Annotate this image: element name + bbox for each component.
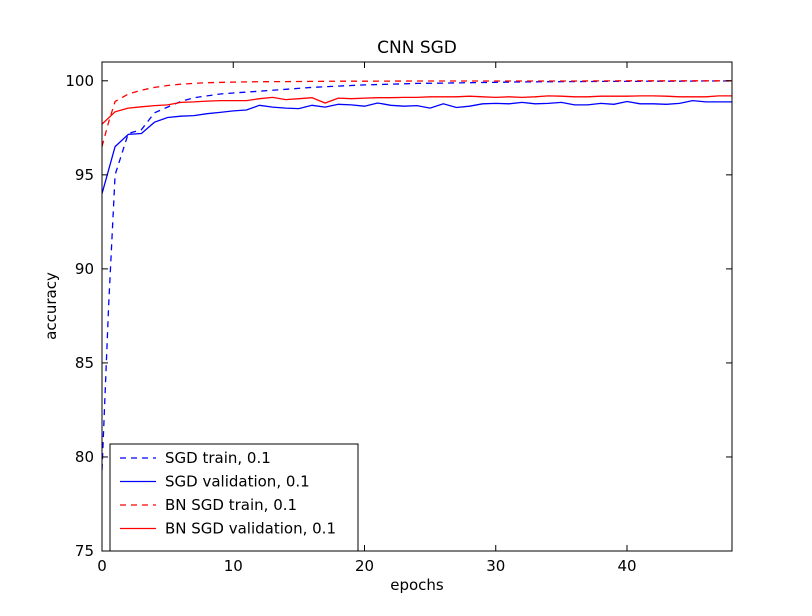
y-tick-label: 85 xyxy=(75,354,94,372)
y-axis-label: accuracy xyxy=(42,272,60,340)
series-line-1 xyxy=(102,80,732,471)
x-tick-label: 30 xyxy=(486,557,505,575)
legend-box xyxy=(109,443,359,552)
x-tick-label: 40 xyxy=(617,557,636,575)
series-line-3 xyxy=(102,80,732,147)
x-tick-label: 20 xyxy=(355,557,374,575)
series-line-4 xyxy=(102,95,732,125)
x-tick-label: 10 xyxy=(224,557,243,575)
legend-label: SGD validation, 0.1 xyxy=(165,473,310,491)
plot-area xyxy=(102,80,732,471)
y-tick-label: 100 xyxy=(65,72,94,90)
legend: SGD train, 0.1 SGD validation, 0.1 BN SGD … xyxy=(109,443,359,552)
x-tick-label: 0 xyxy=(97,557,107,575)
legend-label: SGD train, 0.1 xyxy=(165,449,271,467)
legend-label: BN SGD validation, 0.1 xyxy=(165,520,336,538)
x-axis-label: epochs xyxy=(390,576,444,594)
plot-frame xyxy=(101,61,733,552)
y-tick-label: 75 xyxy=(75,542,94,560)
y-tick-label: 80 xyxy=(75,448,94,466)
legend-label: BN SGD train, 0.1 xyxy=(165,496,297,514)
y-tick-label: 95 xyxy=(75,166,94,184)
y-tick-label: 90 xyxy=(75,260,94,278)
chart-title: CNN SGD xyxy=(377,38,457,58)
series-line-2 xyxy=(102,99,732,194)
